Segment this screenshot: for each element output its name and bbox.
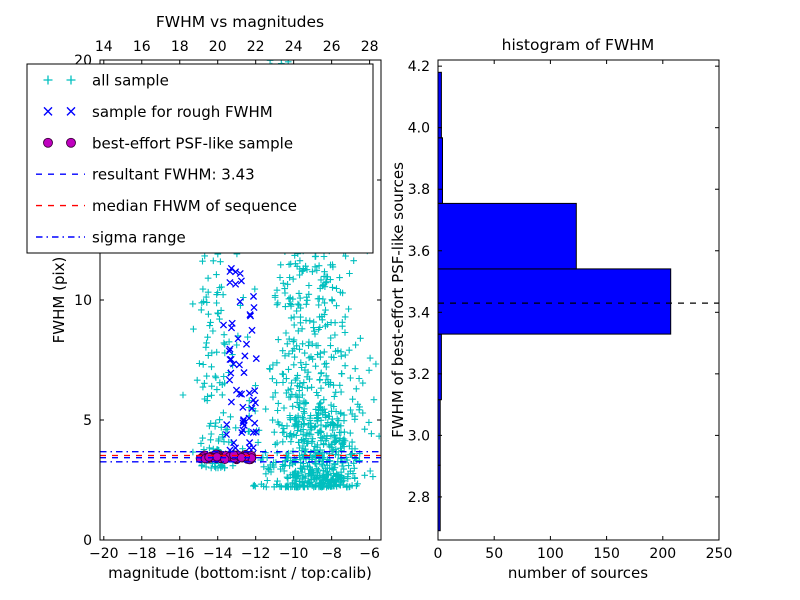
legend-entry-3: resultant FWHM: 3.43 bbox=[36, 166, 255, 184]
legend: all sample sample for rough FWHM best-effo… bbox=[26, 63, 374, 254]
series-sample-for-rough-fwhm bbox=[219, 264, 260, 461]
tick-label: 28 bbox=[361, 39, 379, 55]
legend-box bbox=[26, 63, 374, 254]
psf-sample-point bbox=[220, 454, 230, 464]
tick-label: 14 bbox=[95, 39, 113, 55]
tick-label: 3.0 bbox=[408, 428, 430, 444]
tick-label: 10 bbox=[74, 293, 92, 309]
tick-label: 250 bbox=[706, 546, 733, 562]
histogram-bar bbox=[437, 137, 443, 204]
tick-label: 5 bbox=[83, 413, 92, 429]
tick-label: −8 bbox=[321, 546, 342, 562]
right-plot-title: histogram of FWHM bbox=[502, 36, 655, 54]
tick-label: 26 bbox=[323, 39, 341, 55]
tick-label: −20 bbox=[89, 546, 119, 562]
legend-entry-5: sigma range bbox=[36, 229, 186, 247]
legend-entry-label: all sample bbox=[92, 72, 169, 90]
tick-label: 18 bbox=[171, 39, 189, 55]
left-plot-title: FWHM vs magnitudes bbox=[156, 13, 324, 31]
left-plot-ylabel: FWHM (pix) bbox=[50, 257, 68, 344]
tick-label: −10 bbox=[279, 546, 309, 562]
legend-entry-0: all sample bbox=[43, 72, 169, 90]
tick-label: 22 bbox=[247, 39, 265, 55]
legend-entry-4: median FHWM of sequence bbox=[36, 197, 297, 215]
tick-label: −14 bbox=[203, 546, 233, 562]
histogram-bar bbox=[437, 333, 442, 401]
tick-label: 3.4 bbox=[408, 305, 430, 321]
tick-label: 2.8 bbox=[408, 490, 430, 506]
tick-label: 150 bbox=[593, 546, 620, 562]
right-plot-xlabel: number of sources bbox=[508, 564, 648, 582]
circle-marker-icon bbox=[43, 137, 53, 148]
tick-label: 16 bbox=[133, 39, 151, 55]
tick-label: 4.0 bbox=[408, 121, 430, 137]
histogram-bar bbox=[437, 268, 672, 335]
x-marker-icon bbox=[43, 106, 53, 116]
legend-entry-label: sample for rough FWHM bbox=[92, 103, 273, 121]
tick-label: 0 bbox=[434, 546, 443, 562]
plus-marker-icon bbox=[43, 75, 53, 85]
tick-label: 100 bbox=[537, 546, 564, 562]
tick-label: 0 bbox=[83, 533, 92, 549]
legend-entry-label: sigma range bbox=[92, 229, 186, 247]
right-plot-frame bbox=[437, 59, 720, 541]
tick-label: −16 bbox=[165, 546, 195, 562]
left-plot-xlabel: magnitude (bottom:isnt / top:calib) bbox=[108, 564, 372, 582]
plus-marker-icon bbox=[66, 75, 76, 85]
legend-entry-label: best-effort PSF-like sample bbox=[92, 134, 293, 152]
tick-label: −18 bbox=[127, 546, 157, 562]
psf-sample-point bbox=[212, 452, 222, 462]
tick-label: 3.8 bbox=[408, 182, 430, 198]
histogram-bar bbox=[437, 202, 577, 270]
legend-entry-label: median FHWM of sequence bbox=[92, 197, 297, 215]
circle-marker-icon bbox=[66, 137, 76, 148]
tick-label: −12 bbox=[241, 546, 271, 562]
tick-label: 24 bbox=[285, 39, 303, 55]
tick-label: 50 bbox=[485, 546, 503, 562]
tick-label: 200 bbox=[649, 546, 676, 562]
tick-label: 20 bbox=[209, 39, 227, 55]
x-marker-icon bbox=[66, 106, 76, 116]
tick-label: −6 bbox=[359, 546, 380, 562]
tick-label: 4.2 bbox=[408, 59, 430, 75]
histogram-bars bbox=[437, 71, 672, 532]
legend-entry-label: resultant FWHM: 3.43 bbox=[92, 166, 255, 184]
tick-label: 3.6 bbox=[408, 244, 430, 260]
tick-label: 3.2 bbox=[408, 367, 430, 383]
right-plot-ylabel: FWHM of best-effort PSF-like sources bbox=[389, 162, 407, 438]
legend-entry-2: best-effort PSF-like sample bbox=[43, 134, 293, 152]
legend-entry-1: sample for rough FWHM bbox=[43, 103, 273, 121]
